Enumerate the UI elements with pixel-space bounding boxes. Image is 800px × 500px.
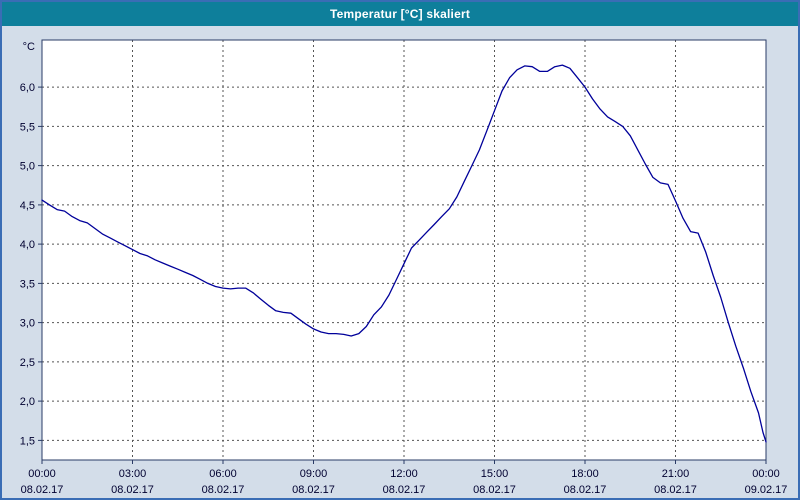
titlebar: Temperatur [°C] skaliert: [2, 2, 798, 26]
x-tick-time-label: 15:00: [481, 468, 509, 480]
x-tick-date-label: 09.02.17: [745, 484, 788, 496]
x-tick-time-label: 00:00: [28, 468, 56, 480]
x-tick-date-label: 08.02.17: [473, 484, 516, 496]
x-tick-time-label: 21:00: [662, 468, 690, 480]
x-tick-date-label: 08.02.17: [564, 484, 607, 496]
x-tick-time-label: 12:00: [390, 468, 418, 480]
x-tick-time-label: 00:00: [752, 468, 780, 480]
chart-canvas: 1,5 2,0 2,5 3,0 3,5 4,0 4,5 5,0 5,5 6,0 00:00 08.02…: [2, 26, 798, 498]
x-tick-time-label: 03:00: [119, 468, 147, 480]
x-tick-time-label: 09:00: [300, 468, 328, 480]
x-tick-date-label: 08.02.17: [292, 484, 335, 496]
y-tick-label: 4,0: [20, 239, 35, 251]
y-tick-label: 5,5: [20, 121, 35, 133]
x-tick-date-label: 08.02.17: [111, 484, 154, 496]
x-tick-time-label: 06:00: [209, 468, 237, 480]
temperature-plot: 1,5 2,0 2,5 3,0 3,5 4,0 4,5 5,0 5,5 6,0 00:00 08.02…: [20, 39, 788, 496]
x-tick-date-label: 08.02.17: [202, 484, 245, 496]
temperature-series-line: [41, 64, 767, 443]
plot-border: [41, 39, 767, 461]
y-tick-label: 3,0: [20, 318, 35, 330]
x-tick-date-label: 08.02.17: [654, 484, 697, 496]
x-tick-date-label: 08.02.17: [383, 484, 426, 496]
y-tick-label: 2,5: [20, 357, 35, 369]
y-axis-unit-label: °C: [23, 41, 35, 53]
y-tick-label: 5,0: [20, 161, 35, 173]
y-tick-label: 2,0: [20, 396, 35, 408]
y-tick-label: 4,5: [20, 200, 35, 212]
y-tick-label: 6,0: [20, 82, 35, 94]
y-tick-label: 1,5: [20, 435, 35, 447]
window-title: Temperatur [°C] skaliert: [329, 7, 471, 21]
y-tick-label: 3,5: [20, 278, 35, 290]
x-tick-time-label: 18:00: [571, 468, 599, 480]
x-tick-date-label: 08.02.17: [21, 484, 64, 496]
